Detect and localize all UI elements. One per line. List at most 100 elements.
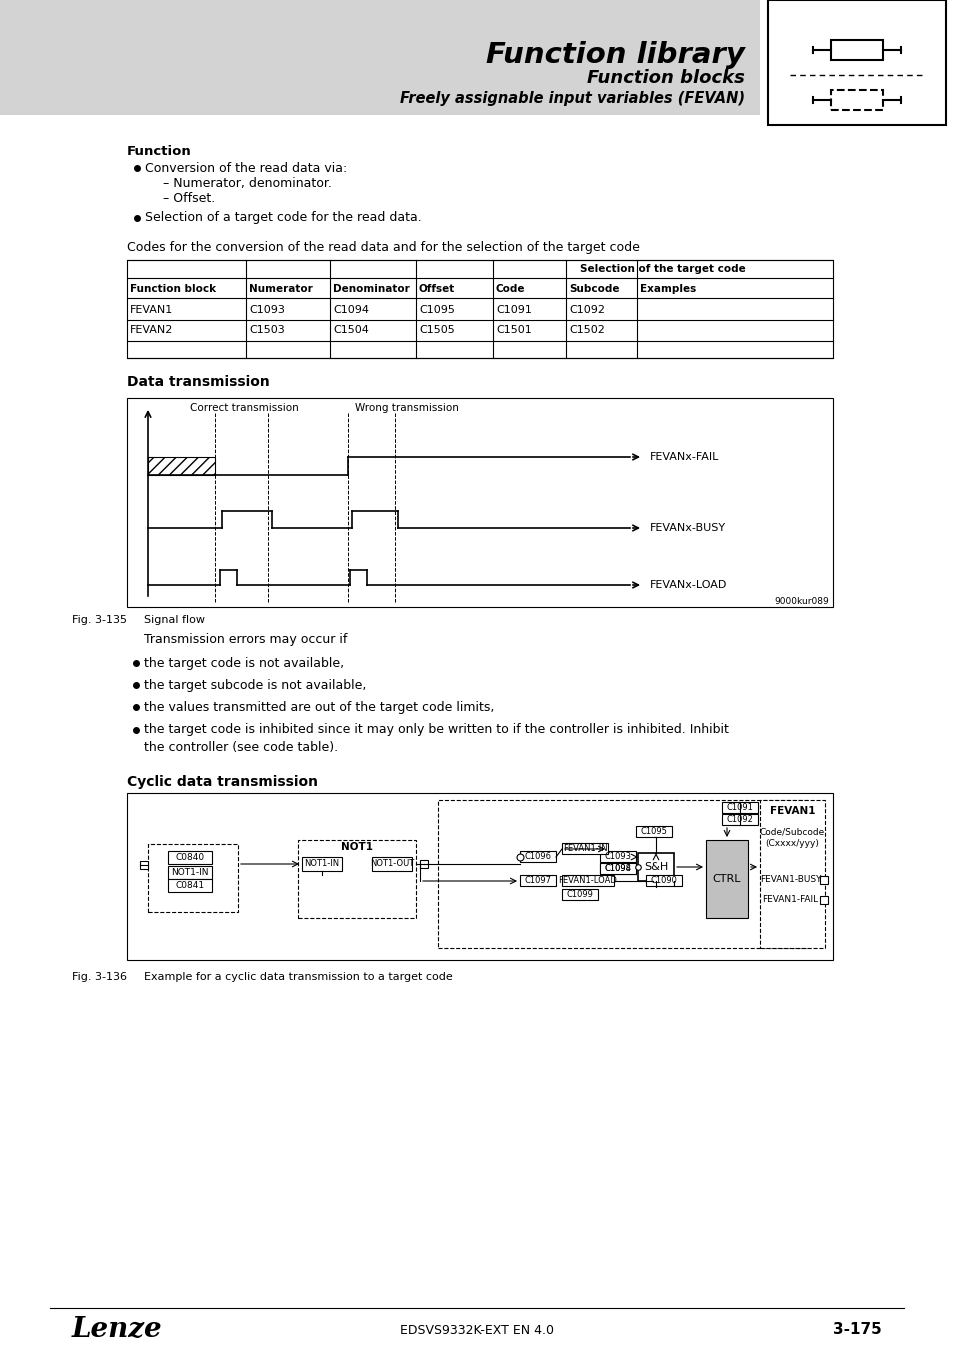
Bar <box>0 0 760 115</box>
Text: Lenze: Lenze <box>71 1316 162 1343</box>
Bar <box>372 857 412 871</box>
Text: EDSVS9332K-EXT EN 4.0: EDSVS9332K-EXT EN 4.0 <box>399 1323 554 1336</box>
Bar <box>127 261 832 358</box>
Text: FEVANx-FAIL: FEVANx-FAIL <box>649 452 719 462</box>
Bar <box>519 875 556 886</box>
Text: C1095: C1095 <box>639 828 667 836</box>
Text: Function blocks: Function blocks <box>586 69 744 86</box>
Text: Denominator: Denominator <box>333 284 410 294</box>
Text: C1092: C1092 <box>726 815 753 824</box>
Bar <box>561 890 598 900</box>
Text: C1094: C1094 <box>604 864 631 873</box>
Text: Selection of a target code for the read data.: Selection of a target code for the read … <box>145 212 421 224</box>
Text: C1094: C1094 <box>333 305 369 315</box>
Text: C1505: C1505 <box>418 325 455 335</box>
Bar <box>705 840 747 918</box>
Text: FEVAN1-BUSY: FEVAN1-BUSY <box>759 876 821 884</box>
Text: the values transmitted are out of the target code limits,: the values transmitted are out of the ta… <box>144 701 494 714</box>
Text: FEVAN1-IN: FEVAN1-IN <box>562 844 607 853</box>
Bar <box>148 458 214 475</box>
Bar <box>302 857 341 871</box>
Text: C0840: C0840 <box>175 853 204 863</box>
Text: C1502: C1502 <box>568 325 604 335</box>
Text: S&H: S&H <box>643 863 667 872</box>
Bar <box>721 802 758 813</box>
Text: – Offset.: – Offset. <box>163 192 215 204</box>
Text: C1092: C1092 <box>568 305 604 315</box>
Text: Code: Code <box>496 284 525 294</box>
Bar <box>830 90 882 109</box>
Text: Wrong transmission: Wrong transmission <box>355 404 458 413</box>
Text: C1501: C1501 <box>496 325 531 335</box>
Bar <box>168 879 212 892</box>
Bar <box>830 40 882 59</box>
Text: the target code is inhibited since it may only be written to if the controller i: the target code is inhibited since it ma… <box>144 724 728 737</box>
Text: C1093: C1093 <box>604 852 631 861</box>
Text: Correct transmission: Correct transmission <box>190 404 298 413</box>
Text: FEVAN1-FAIL: FEVAN1-FAIL <box>761 895 818 905</box>
Bar <box>599 863 636 873</box>
Text: Code/Subcode: Code/Subcode <box>760 828 824 837</box>
Text: (Cxxxx/yyy): (Cxxxx/yyy) <box>764 838 819 848</box>
Bar <box>437 801 807 948</box>
Text: C1095: C1095 <box>418 305 455 315</box>
Text: Data transmission: Data transmission <box>127 375 270 389</box>
Bar <box>636 826 671 837</box>
Text: Signal flow: Signal flow <box>144 616 205 625</box>
Text: Example for a cyclic data transmission to a target code: Example for a cyclic data transmission t… <box>144 972 453 981</box>
Text: C1504: C1504 <box>333 325 369 335</box>
Bar <box>638 853 673 882</box>
Bar <box>760 801 824 948</box>
Text: Offset: Offset <box>418 284 455 294</box>
Text: Function block: Function block <box>130 284 216 294</box>
Text: Fig. 3-136: Fig. 3-136 <box>71 972 127 981</box>
Bar <box>645 875 681 886</box>
Text: C1099: C1099 <box>566 890 593 899</box>
Bar <box>820 896 827 905</box>
Bar <box>140 861 148 869</box>
Text: C1098: C1098 <box>604 864 631 873</box>
Text: 9000kur089: 9000kur089 <box>774 598 828 606</box>
Text: NOT1: NOT1 <box>340 842 373 852</box>
Text: NOT1-OUT: NOT1-OUT <box>370 860 414 868</box>
Text: FEVANx-BUSY: FEVANx-BUSY <box>649 522 725 533</box>
Text: Examples: Examples <box>639 284 696 294</box>
Bar <box>127 792 832 960</box>
Text: FEVAN1: FEVAN1 <box>769 806 815 815</box>
Text: – Numerator, denominator.: – Numerator, denominator. <box>163 177 332 189</box>
Text: Numerator: Numerator <box>249 284 313 294</box>
Text: C1091: C1091 <box>496 305 532 315</box>
Text: 3-175: 3-175 <box>832 1323 882 1338</box>
Text: FEVAN1: FEVAN1 <box>130 305 173 315</box>
Bar <box>419 860 428 868</box>
Text: Function: Function <box>127 144 192 158</box>
Text: NOT1-IN: NOT1-IN <box>172 868 209 878</box>
Bar <box>767 0 945 126</box>
Text: C1093: C1093 <box>249 305 285 315</box>
Text: Codes for the conversion of the read data and for the selection of the target co: Codes for the conversion of the read dat… <box>127 242 639 254</box>
Text: C1097: C1097 <box>524 876 551 886</box>
Bar <box>599 863 636 873</box>
Text: Subcode: Subcode <box>568 284 618 294</box>
Text: Cyclic data transmission: Cyclic data transmission <box>127 775 317 788</box>
Text: Selection of the target code: Selection of the target code <box>579 265 745 274</box>
Text: C1091: C1091 <box>726 803 753 811</box>
Text: Function library: Function library <box>486 40 744 69</box>
Text: C1096: C1096 <box>524 852 551 861</box>
Text: Conversion of the read data via:: Conversion of the read data via: <box>145 162 347 174</box>
Text: C1090: C1090 <box>650 876 677 886</box>
Text: the target code is not available,: the target code is not available, <box>144 656 344 670</box>
Bar <box>127 398 832 608</box>
Text: NOT1-IN: NOT1-IN <box>304 860 339 868</box>
Text: Transmission errors may occur if: Transmission errors may occur if <box>144 633 347 647</box>
Bar <box>297 840 416 918</box>
Text: CTRL: CTRL <box>712 873 740 884</box>
Bar <box>599 850 636 863</box>
Bar <box>168 850 212 864</box>
Text: FEVAN1-LOAD: FEVAN1-LOAD <box>558 876 617 886</box>
Bar <box>168 865 212 879</box>
Text: FEVAN2: FEVAN2 <box>130 325 173 335</box>
Text: C0841: C0841 <box>175 882 204 890</box>
Bar <box>561 875 614 886</box>
Text: the target subcode is not available,: the target subcode is not available, <box>144 679 366 691</box>
